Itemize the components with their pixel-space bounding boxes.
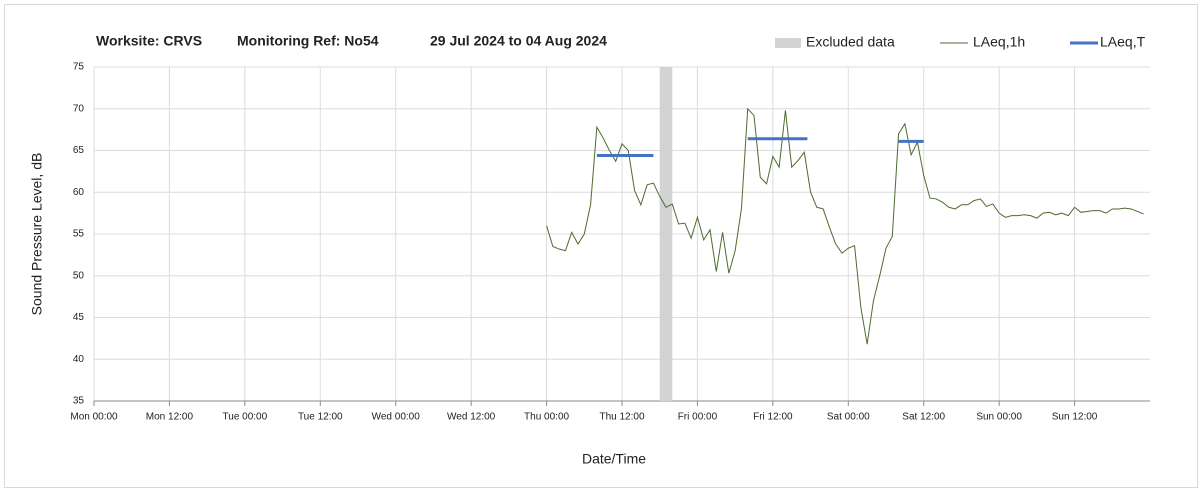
x-tick-label: Sat 12:00	[902, 412, 945, 423]
x-tick-label: Mon 00:00	[70, 412, 118, 423]
legend-label: Excluded data	[806, 34, 895, 50]
y-tick-label: 75	[73, 62, 85, 73]
x-tick-label: Mon 12:00	[146, 412, 194, 423]
x-tick-label: Wed 12:00	[447, 412, 496, 423]
title-dates: 29 Jul 2024 to 04 Aug 2024	[430, 33, 607, 49]
x-tick-label: Sun 00:00	[976, 412, 1022, 423]
x-tick-label: Sun 12:00	[1052, 412, 1098, 423]
x-axis-label: Date/Time	[582, 451, 646, 467]
legend-label: LAeq,T	[1100, 34, 1146, 50]
legend-swatch	[775, 38, 801, 48]
y-tick-label: 50	[73, 270, 85, 281]
excluded-band	[659, 67, 673, 401]
y-tick-label: 55	[73, 229, 85, 240]
y-axis-label: Sound Pressure Level, dB	[29, 153, 45, 316]
legend-label: LAeq,1h	[973, 34, 1025, 50]
y-tick-label: 70	[73, 103, 85, 114]
x-tick-label: Fri 12:00	[753, 412, 793, 423]
x-tick-label: Thu 00:00	[524, 412, 569, 423]
y-tick-label: 35	[73, 396, 85, 407]
y-tick-label: 60	[73, 187, 85, 198]
x-tick-label: Wed 00:00	[372, 412, 421, 423]
x-tick-label: Sat 00:00	[827, 412, 870, 423]
y-tick-label: 45	[73, 312, 85, 323]
x-tick-label: Tue 12:00	[298, 412, 343, 423]
y-tick-label: 65	[73, 145, 85, 156]
x-tick-label: Fri 00:00	[678, 412, 718, 423]
y-tick-label: 40	[73, 354, 85, 365]
x-tick-label: Thu 12:00	[599, 412, 644, 423]
x-tick-label: Tue 00:00	[223, 412, 268, 423]
line-series	[546, 107, 1144, 345]
title-ref: Monitoring Ref: No54	[237, 33, 379, 49]
title-worksite: Worksite: CRVS	[96, 33, 202, 49]
